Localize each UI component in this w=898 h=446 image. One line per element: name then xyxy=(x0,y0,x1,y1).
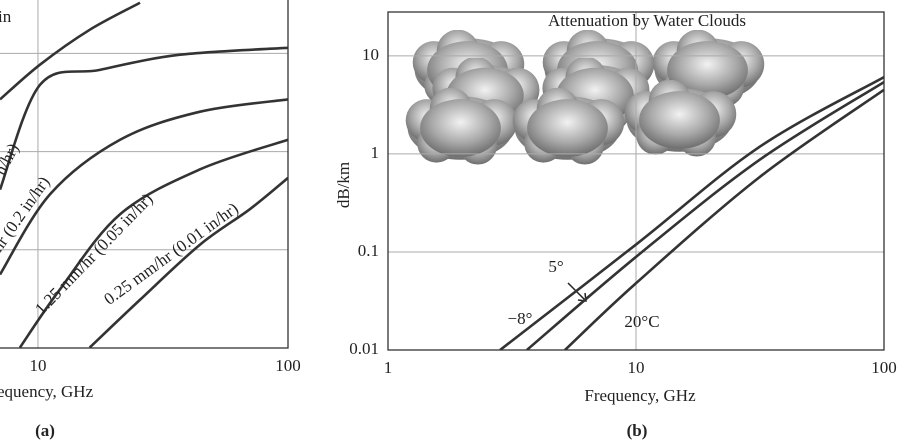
y-tick-label: 0.1 xyxy=(358,241,379,260)
curve xyxy=(88,176,288,348)
x-tick-label: 100 xyxy=(871,358,897,377)
x-tick-label: 10 xyxy=(29,356,46,375)
curve-label: hr (0.2 in/hr) xyxy=(0,173,54,255)
plot-frame xyxy=(0,0,289,349)
panel: 1 10 100 0.01 0.1 1 10 −8° 5° 20°C Frequency, GHz (… xyxy=(334,11,897,440)
x-axis-label: equency, GHz xyxy=(0,382,94,401)
curve-label: 1.25 mm/hr (0.05 in/hr) xyxy=(31,189,157,318)
x-tick-label: 100 xyxy=(275,356,301,375)
curve xyxy=(18,138,288,348)
y-axis-label: dB/km xyxy=(334,162,353,208)
caption: (b) xyxy=(627,421,648,440)
annotation: in xyxy=(0,7,12,26)
plot-frame xyxy=(387,11,885,351)
y-tick-label: 10 xyxy=(362,45,379,64)
caption: (a) xyxy=(35,421,55,440)
x-tick-label: 1 xyxy=(384,358,393,377)
curve xyxy=(499,75,884,350)
panel: 10 100 n/hr)hr (0.2 in/hr)1.25 mm/hr (0.05… xyxy=(0,0,301,440)
x-tick-label: 10 xyxy=(628,358,645,377)
curve-label: 20°C xyxy=(624,312,659,331)
clouds xyxy=(405,30,765,165)
curve xyxy=(526,80,884,350)
chart-title: Attenuation by Water Clouds xyxy=(548,11,746,30)
curve-label: 5° xyxy=(548,257,563,276)
curve xyxy=(564,88,884,350)
y-tick-label: 0.01 xyxy=(349,339,379,358)
y-tick-label: 1 xyxy=(371,143,380,162)
curve-label: n/hr) xyxy=(0,140,23,178)
x-axis-label: Frequency, GHz xyxy=(584,386,696,405)
curve-label: −8° xyxy=(508,309,533,328)
curve xyxy=(0,46,288,191)
curve xyxy=(0,1,141,101)
curve xyxy=(0,98,288,276)
